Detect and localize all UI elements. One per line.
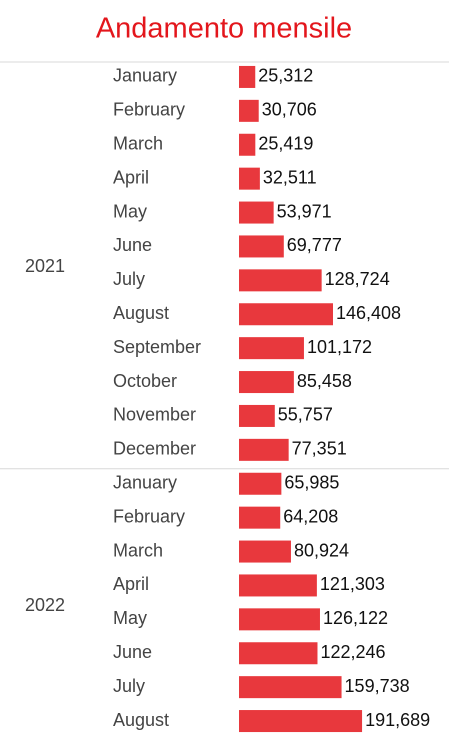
bar [239,99,259,122]
bar [239,133,256,156]
value-label: 55,757 [278,405,333,425]
category-label: December [113,439,196,459]
category-label: January [113,66,177,86]
bar [239,676,342,699]
category-label: May [113,608,147,628]
value-label: 128,724 [325,269,390,289]
category-label: February [113,100,185,120]
bar [239,201,274,224]
category-label: January [113,473,177,493]
bar [239,574,317,597]
bar [239,540,291,563]
bar [239,337,304,360]
value-label: 25,419 [258,134,313,154]
value-label: 122,246 [320,642,385,662]
value-label: 32,511 [263,167,317,187]
category-label: June [113,642,152,662]
bar [239,167,260,190]
value-label: 53,971 [277,201,332,221]
value-label: 64,208 [283,506,338,526]
category-label: July [113,676,145,696]
category-label: February [113,506,185,526]
bar [239,404,275,427]
value-label: 77,351 [292,439,347,459]
year-label: 2021 [25,256,65,276]
value-label: 85,458 [297,371,352,391]
category-label: November [113,405,196,425]
value-label: 101,172 [307,337,372,357]
value-label: 126,122 [323,608,388,628]
value-label: 65,985 [284,473,339,493]
category-label: October [113,371,177,391]
bar [239,303,333,326]
value-label: 146,408 [336,303,401,323]
value-label: 121,303 [320,574,385,594]
category-label: March [113,134,163,154]
category-label: June [113,235,152,255]
category-label: March [113,540,163,560]
bar [239,642,318,665]
bar [239,506,281,529]
bar [239,269,322,292]
category-label: August [113,303,169,323]
bar [239,65,256,88]
bar [239,472,282,495]
value-label: 191,689 [365,710,430,730]
bar [239,235,284,258]
bar [239,371,294,394]
category-label: April [113,574,149,594]
value-label: 25,312 [258,66,313,86]
category-label: September [113,337,201,357]
category-label: July [113,269,145,289]
category-label: May [113,201,147,221]
value-label: 30,706 [262,100,317,120]
bar [239,608,320,631]
year-label: 2022 [25,595,65,615]
category-label: April [113,167,149,187]
value-label: 159,738 [345,676,410,696]
bar [239,710,363,733]
value-label: 80,924 [294,540,349,560]
chart-title: Andamento mensile [96,13,352,45]
category-label: August [113,710,169,730]
value-label: 69,777 [287,235,342,255]
bar [239,438,289,461]
